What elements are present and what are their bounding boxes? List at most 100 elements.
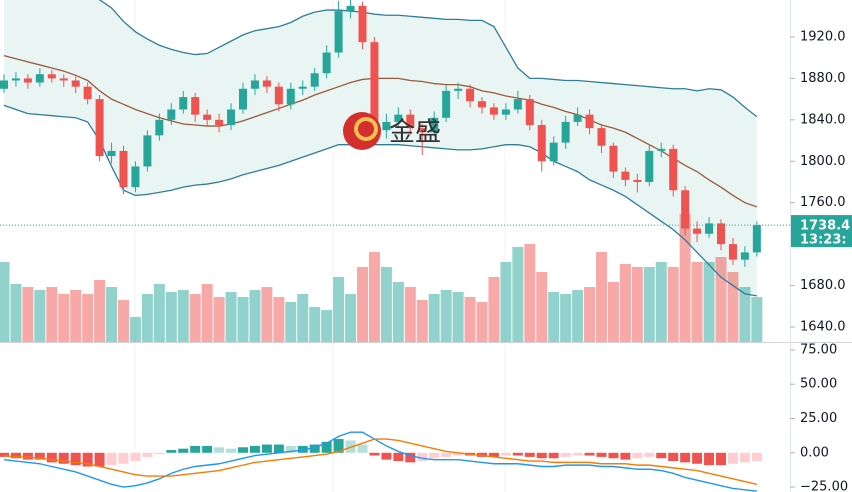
volume-bar bbox=[464, 297, 476, 342]
candle-body bbox=[47, 74, 56, 79]
candle-body bbox=[298, 86, 307, 89]
histogram-bar bbox=[82, 452, 93, 467]
volume-bar bbox=[596, 252, 607, 342]
volume-bar bbox=[476, 302, 488, 342]
histogram-bar bbox=[238, 447, 248, 453]
volume-bar bbox=[512, 247, 524, 342]
histogram-bar bbox=[680, 452, 691, 463]
volume-bar bbox=[500, 262, 512, 342]
volume-bar bbox=[345, 294, 357, 342]
candle-body bbox=[334, 11, 343, 53]
candle-body bbox=[585, 114, 594, 129]
price-axis: 1960.0 1920.0 1880.0 1840.0 1800.0 1760.0 1680… bbox=[790, 0, 852, 492]
candle-body bbox=[752, 225, 761, 253]
volume-bar bbox=[691, 262, 703, 342]
candle-body bbox=[681, 190, 690, 229]
histogram-bar bbox=[58, 452, 69, 464]
volume-bar bbox=[416, 300, 428, 342]
last-price-label: 1738.4 bbox=[800, 219, 850, 234]
candle-body bbox=[418, 128, 427, 133]
candle-body bbox=[454, 88, 463, 91]
histogram-bar bbox=[560, 452, 571, 457]
histogram-bar bbox=[656, 452, 667, 459]
candle-body bbox=[262, 80, 271, 87]
volume-bar bbox=[572, 290, 584, 342]
y-tick-label: 1880.0 bbox=[800, 71, 846, 86]
volume-bar bbox=[524, 244, 536, 342]
candle-body bbox=[143, 135, 152, 167]
volume-bar bbox=[727, 272, 739, 342]
volume-bar bbox=[428, 294, 440, 342]
candle-body bbox=[693, 228, 702, 234]
histogram-bar bbox=[668, 452, 679, 462]
volume-bar bbox=[177, 290, 189, 342]
volume-bar bbox=[392, 282, 404, 342]
y-tick-label: 1760.0 bbox=[800, 195, 846, 210]
band-lower bbox=[3, 104, 757, 297]
volume-bar bbox=[321, 310, 333, 342]
volume-bar bbox=[225, 292, 237, 342]
volume-bar bbox=[237, 297, 249, 342]
histogram-bar bbox=[369, 452, 380, 456]
volume-bar bbox=[0, 262, 10, 342]
candle-body bbox=[740, 252, 749, 260]
candle-body bbox=[513, 99, 522, 110]
histogram-bar bbox=[488, 452, 499, 457]
volume-bar bbox=[118, 300, 129, 342]
candle-body bbox=[239, 88, 247, 110]
candle-body bbox=[227, 109, 236, 126]
histogram-bar bbox=[226, 448, 237, 453]
volume-bar bbox=[106, 287, 118, 342]
candle-body bbox=[549, 142, 558, 162]
y-tick-label: 1920.0 bbox=[800, 29, 846, 44]
histogram-bar bbox=[429, 452, 440, 459]
volume-bar bbox=[404, 287, 416, 342]
histogram-bar bbox=[46, 452, 57, 463]
histogram-bar bbox=[572, 452, 583, 456]
candle-body bbox=[107, 150, 116, 157]
volume-bar bbox=[368, 252, 380, 342]
volume-bar bbox=[679, 214, 691, 342]
histogram-bar bbox=[357, 444, 368, 453]
volume-bar bbox=[70, 290, 82, 342]
y-tick-label: 1840.0 bbox=[800, 112, 846, 127]
histogram-bar bbox=[94, 452, 105, 467]
candle-body bbox=[382, 121, 391, 131]
volume-bar bbox=[249, 290, 261, 342]
volume-bar bbox=[189, 294, 201, 342]
histogram-bar bbox=[190, 445, 201, 453]
candle-body bbox=[155, 119, 164, 136]
volume-bar bbox=[129, 317, 141, 342]
candle-body bbox=[525, 99, 534, 126]
histogram-bar bbox=[130, 452, 141, 462]
volume-bar bbox=[607, 282, 619, 342]
histogram-bar bbox=[381, 452, 392, 460]
y-tick-label: −25.00 bbox=[800, 480, 848, 492]
volume-bar bbox=[46, 287, 58, 342]
volume-bar bbox=[548, 292, 560, 342]
histogram-bar bbox=[70, 452, 81, 466]
volume-bar bbox=[333, 277, 345, 342]
band-fill bbox=[4, 0, 757, 296]
histogram-bar bbox=[727, 452, 738, 464]
candle-body bbox=[203, 114, 212, 120]
candle-body bbox=[71, 80, 80, 87]
volume-bar bbox=[703, 262, 715, 342]
volume-bar bbox=[715, 257, 727, 342]
histogram-bar bbox=[202, 445, 213, 453]
histogram-bar bbox=[106, 452, 117, 466]
volume-bar bbox=[22, 287, 34, 342]
volume-bar bbox=[309, 307, 321, 342]
candle-body bbox=[286, 88, 295, 105]
y-tick-label: 1680.0 bbox=[800, 278, 846, 293]
candle-body bbox=[250, 80, 259, 89]
histogram-bar bbox=[393, 452, 404, 462]
countdown-label: 13:23: bbox=[800, 233, 847, 248]
volume-bar bbox=[10, 284, 22, 342]
candle-body bbox=[59, 78, 68, 81]
histogram-bar bbox=[584, 452, 595, 456]
candle-body bbox=[633, 179, 642, 182]
volume-bar bbox=[297, 294, 309, 342]
candle-body bbox=[669, 148, 678, 191]
